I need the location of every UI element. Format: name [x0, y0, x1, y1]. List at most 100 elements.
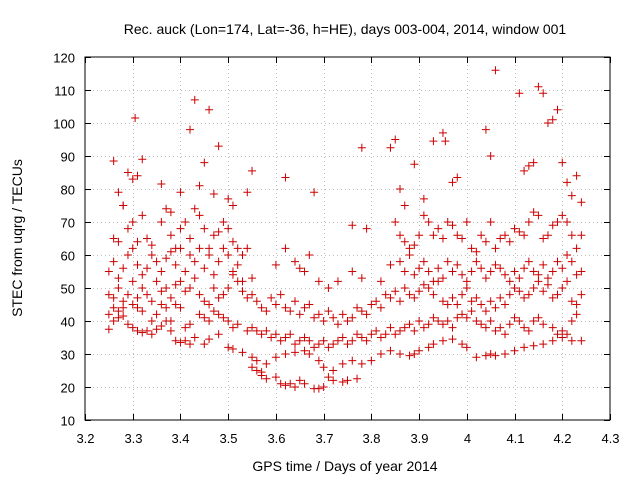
- data-point: [348, 313, 357, 322]
- data-point: [305, 336, 314, 345]
- data-point: [558, 284, 567, 292]
- data-point: [481, 125, 490, 134]
- data-point: [305, 251, 314, 259]
- data-point: [271, 373, 280, 382]
- data-point: [567, 297, 576, 306]
- data-point: [295, 264, 304, 273]
- data-point: [162, 204, 171, 213]
- data-point: [166, 293, 175, 302]
- data-point: [281, 381, 290, 390]
- data-point: [238, 251, 247, 259]
- y-tick-label: 10: [61, 414, 75, 429]
- data-point: [286, 330, 295, 339]
- data-point: [171, 336, 180, 345]
- data-point: [171, 260, 180, 269]
- data-point: [491, 303, 500, 312]
- data-point: [138, 328, 147, 337]
- data-point: [477, 300, 486, 309]
- data-point: [262, 307, 271, 316]
- data-point: [510, 346, 519, 355]
- data-point: [109, 234, 118, 243]
- data-point: [162, 254, 171, 263]
- data-point: [128, 323, 137, 332]
- data-point: [181, 336, 190, 345]
- y-tick-label: 70: [61, 216, 75, 231]
- data-point: [472, 247, 481, 256]
- data-point: [295, 310, 304, 319]
- data-point: [329, 366, 338, 375]
- data-point: [262, 359, 271, 368]
- data-point: [186, 125, 194, 134]
- data-point: [262, 374, 271, 383]
- data-point: [496, 234, 505, 243]
- data-point: [391, 330, 400, 339]
- data-point: [152, 325, 161, 334]
- data-point: [501, 350, 509, 358]
- y-tick-label: 120: [53, 51, 75, 66]
- data-point: [233, 260, 242, 269]
- data-point: [114, 284, 123, 292]
- data-point: [486, 267, 495, 276]
- data-point: [467, 244, 476, 253]
- data-point: [348, 267, 357, 276]
- x-tick-label: 3.2: [76, 431, 94, 446]
- data-point: [462, 218, 471, 226]
- data-point: [419, 323, 428, 332]
- data-point: [491, 260, 500, 269]
- data-point: [119, 201, 128, 210]
- data-point: [109, 293, 118, 302]
- data-point: [510, 267, 519, 276]
- data-point: [152, 257, 161, 266]
- data-point: [238, 287, 247, 296]
- data-point: [391, 287, 400, 296]
- data-point: [300, 346, 309, 355]
- data-point: [195, 181, 204, 190]
- data-point: [310, 343, 319, 352]
- data-point: [481, 274, 490, 283]
- data-point: [224, 224, 233, 233]
- data-point: [520, 166, 529, 175]
- data-point: [224, 251, 233, 259]
- data-point: [195, 244, 204, 253]
- data-point: [577, 290, 586, 299]
- data-point: [410, 270, 419, 279]
- data-point: [453, 300, 462, 309]
- data-point: [496, 293, 505, 302]
- data-point: [214, 257, 223, 266]
- data-point: [515, 317, 524, 325]
- data-point: [376, 303, 385, 312]
- data-point: [424, 218, 433, 226]
- data-point: [281, 244, 290, 253]
- data-point: [104, 267, 113, 276]
- data-point: [400, 201, 409, 210]
- data-point: [496, 264, 505, 273]
- data-point: [333, 336, 342, 345]
- data-point: [563, 277, 572, 286]
- data-point: [252, 297, 261, 306]
- data-point: [319, 317, 328, 325]
- data-point: [166, 208, 175, 217]
- data-point: [329, 340, 338, 349]
- data-point: [190, 95, 199, 104]
- data-point: [228, 345, 237, 354]
- data-point: [281, 333, 290, 342]
- data-point: [362, 310, 371, 319]
- data-point: [563, 178, 572, 187]
- data-point: [467, 267, 476, 276]
- data-point: [548, 293, 557, 302]
- data-point: [357, 143, 366, 152]
- data-point: [314, 356, 323, 365]
- data-point: [343, 317, 352, 325]
- data-point: [281, 173, 290, 182]
- data-point: [162, 284, 171, 292]
- data-point: [200, 264, 209, 273]
- data-point: [109, 317, 118, 325]
- data-point: [138, 211, 147, 220]
- data-point: [410, 293, 419, 302]
- data-point: [200, 340, 209, 349]
- data-point: [176, 224, 185, 233]
- data-point: [123, 320, 132, 329]
- data-point: [481, 351, 490, 360]
- data-point: [348, 221, 357, 230]
- data-point: [291, 383, 299, 391]
